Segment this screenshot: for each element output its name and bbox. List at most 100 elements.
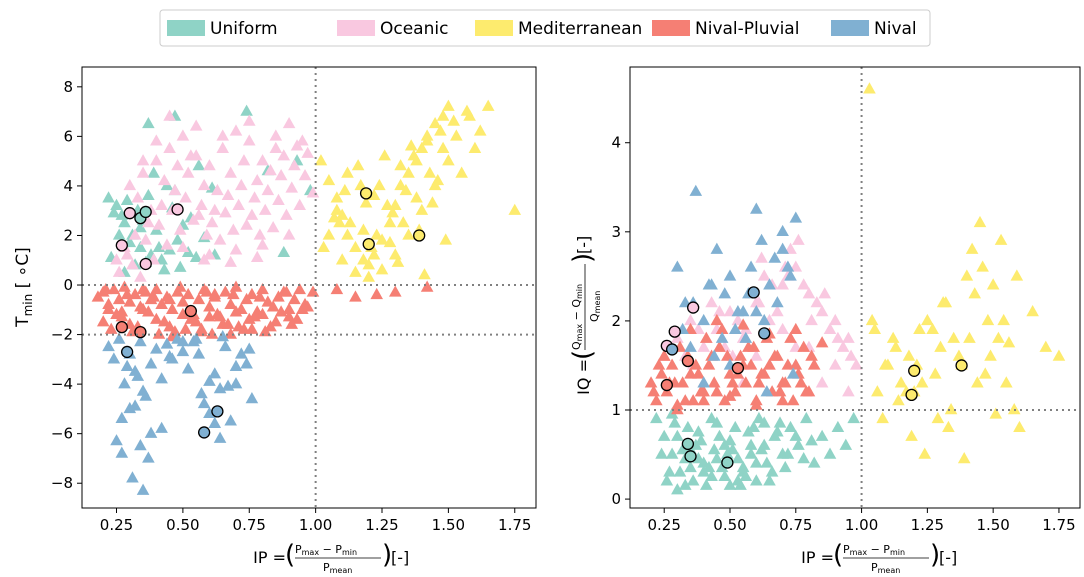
point-r0-tri-18 [158, 263, 171, 275]
point-r2-tri-44 [926, 322, 939, 335]
point-r1-tri-85 [197, 253, 211, 265]
point-r2-tri-49 [394, 159, 407, 171]
point-r1-tri-3 [163, 141, 176, 153]
point-r3-tri-57 [747, 340, 760, 352]
point-r4-circle-2 [197, 426, 211, 439]
point-r2-tri-59 [378, 149, 391, 161]
point-r1-tri-13 [296, 134, 309, 146]
point-r1-circle-0 [123, 207, 136, 220]
point-r2-tri-22 [349, 265, 362, 277]
point-r1-tri-37 [805, 313, 818, 326]
point-r1-tri-10 [802, 287, 816, 299]
point-r2-tri-27 [415, 203, 429, 215]
point-r2-tri-34 [957, 452, 971, 464]
point-r1-tri-66 [266, 221, 280, 233]
point-r4-tri-12 [776, 224, 789, 237]
x-tick-label-5: 1.50 [432, 516, 465, 534]
point-r0-tri-44 [142, 116, 155, 129]
point-r1-tri-1 [684, 313, 697, 326]
point-r2-tri-48 [381, 198, 394, 210]
point-r1-tri-62 [213, 233, 227, 245]
point-r0-tri-4 [134, 240, 147, 253]
point-r1-tri-53 [755, 251, 768, 263]
point-r2-tri-8 [367, 248, 381, 260]
x-tick-label-0: 0.25 [100, 516, 133, 534]
point-r2-tri-62 [373, 178, 386, 191]
point-r2-tri-55 [473, 124, 487, 136]
point-r0-tri-61 [778, 460, 792, 473]
point-r3-tri-44 [150, 312, 163, 324]
point-r3-tri-69 [736, 318, 750, 330]
point-r0-tri-12 [744, 438, 758, 450]
point-r4-tri-24 [229, 377, 243, 389]
point-r3-tri-64 [697, 394, 710, 406]
point-r1-tri-56 [112, 265, 126, 277]
point-r3-tri-75 [173, 280, 187, 292]
point-r2-tri-24 [375, 263, 389, 275]
point-r1-tri-61 [200, 228, 214, 240]
x-tick-label-3: 1.00 [845, 516, 878, 534]
point-r4-tri-3 [697, 313, 710, 326]
point-r3-tri-17 [181, 287, 195, 300]
point-r4-tri-9 [150, 342, 163, 354]
point-r3-tri-29 [245, 287, 259, 300]
point-r2-tri-26 [402, 228, 415, 240]
point-r4-tri-11 [160, 337, 174, 349]
y-tick-label-4: 0 [63, 276, 73, 294]
point-r1-tri-27 [110, 253, 123, 265]
point-r3-tri-84 [232, 320, 245, 332]
point-r3-tri-76 [200, 285, 214, 297]
point-r2-tri-19 [442, 99, 455, 111]
point-r3-tri-48 [652, 358, 666, 370]
point-r3-tri-59 [768, 349, 782, 361]
point-r2-tri-0 [863, 82, 876, 94]
point-r1-tri-44 [776, 322, 789, 335]
svg-text:Pmax − Pmin: Pmax − Pmin [295, 543, 357, 557]
point-r2-tri-15 [415, 141, 429, 153]
point-r2-tri-4 [886, 331, 900, 343]
point-r2-tri-37 [370, 228, 384, 240]
point-r0-tri-40 [277, 245, 291, 258]
point-r1-tri-83 [163, 109, 176, 121]
point-r3-tri-24 [219, 285, 232, 297]
point-r0-tri-60 [771, 425, 784, 437]
legend-frame [159, 9, 931, 47]
point-r1-tri-50 [789, 340, 803, 352]
point-r3-tri-101 [208, 287, 222, 300]
legend: Uniform Oceanic Mediterranean Nival-Pluvial… [159, 9, 931, 47]
point-r4-tri-18 [197, 396, 211, 409]
point-r4-tri-21 [744, 260, 758, 272]
point-r0-tri-26 [655, 447, 668, 459]
point-r1-tri-12 [282, 116, 296, 129]
point-r1-tri-12 [828, 313, 842, 326]
point-r2-tri-18 [436, 109, 450, 121]
point-r3-tri-62 [184, 312, 198, 324]
point-r1-circle-2 [139, 257, 152, 271]
point-r3-tri-54 [715, 322, 729, 335]
point-r4-tri-40 [115, 446, 129, 458]
point-r0-tri-75 [710, 452, 724, 464]
point-r0-tri-20 [807, 456, 821, 468]
svg-text:[-]: [-] [391, 548, 409, 567]
point-r0-tri-30 [686, 474, 700, 486]
point-r0-tri-31 [142, 188, 155, 201]
point-r4-tri-42 [142, 451, 155, 463]
point-r3-tri-97 [224, 327, 237, 339]
point-r2-tri-50 [407, 149, 421, 161]
point-r3-tri-33 [266, 300, 280, 312]
point-r2-tri-7 [362, 258, 376, 270]
point-r4-circle-1 [211, 405, 224, 418]
point-r1-tri-36 [234, 178, 248, 191]
point-r2-tri-21 [1000, 376, 1013, 388]
point-r3-tri-32 [261, 295, 275, 307]
x-tick-label-6: 1.75 [498, 516, 531, 534]
point-r3-tri-89 [349, 290, 362, 302]
point-r2-tri-27 [871, 385, 884, 397]
point-r2-tri-67 [439, 233, 453, 245]
point-r2-circle-0 [359, 187, 373, 200]
point-r1-tri-26 [836, 340, 850, 352]
point-r1-tri-87 [250, 250, 264, 262]
legend-label-0: Uniform [210, 19, 278, 39]
x-tick-label-1: 0.50 [166, 516, 199, 534]
point-r3-tri-27 [786, 394, 800, 406]
